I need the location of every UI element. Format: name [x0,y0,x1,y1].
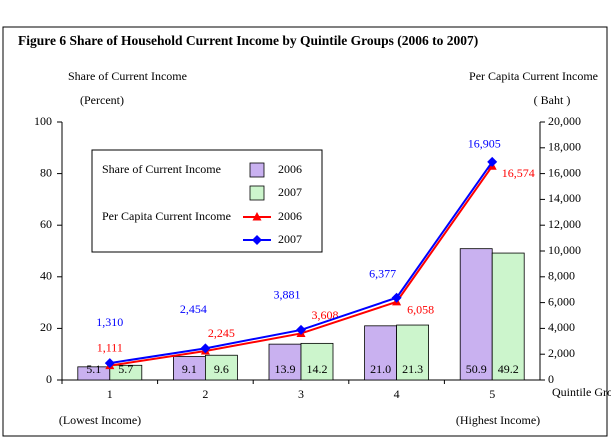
line-value-label: 1,310 [96,315,123,329]
y2-tick-label: 2,000 [548,346,575,360]
legend-label: 2006 [278,209,302,223]
x-tick-label: 1 [107,387,113,401]
y-axis-unit: (Percent) [80,93,124,107]
y2-tick-label: 8,000 [548,269,575,283]
bar-value-label: 14.2 [307,362,328,376]
bar-value-label: 49.2 [498,362,519,376]
y-tick-label: 80 [40,165,52,179]
y2-tick-label: 16,000 [548,165,581,179]
legend-box [91,149,323,253]
bar-value-label: 21.0 [370,362,391,376]
annotation: (Lowest Income) [59,413,141,427]
line-value-label: 3,881 [274,288,301,302]
bar [300,342,334,381]
bar [491,252,525,381]
line-value-label: 16,574 [502,166,535,180]
bar-value-label: 13.9 [275,362,296,376]
legend-group-label: Per Capita Current Income [102,209,231,223]
y-axis-label: Share of Current Income [68,69,187,83]
bar [364,325,398,381]
x-axis-label: Quintile Groups [552,385,611,399]
y2-tick-label: 6,000 [548,294,575,308]
line-value-label: 3,608 [312,308,339,322]
marker [104,358,115,369]
marker [391,292,402,303]
legend-marker [252,212,262,221]
frame [2,26,608,437]
annotation: (Highest Income) [456,413,540,427]
bar [109,364,143,381]
line-value-label: 1,111 [97,340,123,354]
y2-tick-label: 4,000 [548,320,575,334]
y2-axis-unit: ( Baht ) [534,93,571,107]
y2-tick-label: 14,000 [548,191,581,205]
bar [396,324,430,381]
line-value-label: 6,058 [407,303,434,317]
bar [459,248,493,381]
line-value-label: 6,377 [369,266,396,280]
y2-tick-label: 0 [548,372,554,386]
bar-value-label: 5.7 [118,362,133,376]
x-tick-label: 5 [489,387,495,401]
x-tick-label: 3 [298,387,304,401]
x-tick-label: 2 [202,387,208,401]
legend-swatch [249,185,265,201]
bar [268,343,302,381]
bar-value-label: 21.3 [402,362,423,376]
y-tick-label: 0 [46,372,52,386]
legend-group-label: Share of Current Income [102,162,221,176]
y-tick-label: 20 [40,320,52,334]
y2-tick-label: 18,000 [548,140,581,154]
bar-value-label: 9.1 [182,362,197,376]
line-value-label: 2,454 [180,302,207,316]
y2-tick-label: 10,000 [548,243,581,257]
marker [487,156,498,167]
legend-label: 2006 [278,162,302,176]
y-tick-label: 100 [34,114,52,128]
legend-marker [252,235,262,245]
y2-axis-label: Per Capita Current Income [469,69,598,83]
legend-label: 2007 [278,185,302,199]
y-tick-label: 40 [40,269,52,283]
marker [200,343,211,354]
line-value-label: 16,905 [468,137,501,151]
y2-tick-label: 12,000 [548,217,581,231]
bar-value-label: 50.9 [466,362,487,376]
x-tick-label: 4 [394,387,400,401]
marker [296,324,306,335]
chart-title: Figure 6 Share of Household Current Inco… [18,33,478,48]
bar-value-label: 5.1 [86,362,101,376]
legend-swatch [249,162,265,178]
bar-value-label: 9.6 [214,362,229,376]
y2-tick-label: 20,000 [548,114,581,128]
y-tick-label: 60 [40,217,52,231]
legend-label: 2007 [278,232,302,246]
line-value-label: 2,245 [208,326,235,340]
bar [204,354,238,381]
